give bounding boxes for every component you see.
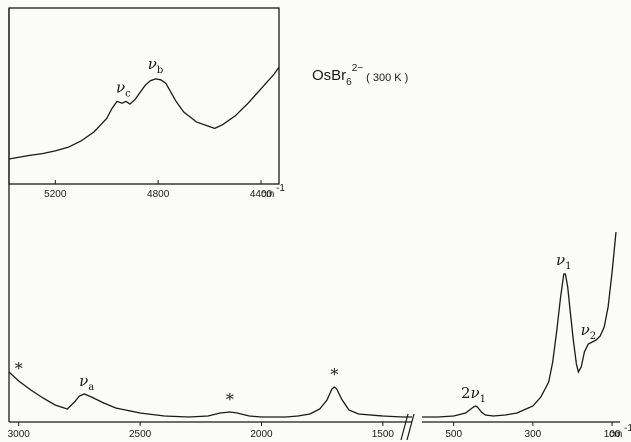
inset-peak-label: νb [148,55,164,76]
x-tick-label: 500 [445,429,462,440]
peak-label: νa [79,372,94,393]
inset-spectrum-curve [8,66,280,160]
title-base: OsBr [312,67,346,84]
peak-label: 2ν1 [461,384,486,405]
x-tick-label: 3000 [8,429,31,440]
inset-unit-exponent: -1 [276,183,285,194]
peak-label: ν2 [581,321,597,342]
inset-unit-label: cm [261,189,274,200]
inset-tick-label: 5200 [44,189,67,200]
x-unit-label: cm [609,429,622,440]
spectrum-curve-low-frequency [422,231,617,418]
inset-frame [8,7,280,185]
peak-label: ν1 [556,251,572,272]
title-condition: ( 300 K ) [366,72,408,84]
title-sup: 2− [352,63,364,74]
inset-peak-label: νc [116,79,131,100]
title-sub: 6 [346,77,352,88]
x-tick-label: 2000 [250,429,273,440]
spectrum-curve-high-frequency [8,371,412,418]
x-tick-label: 100 [604,429,621,440]
x-unit-exponent: -1 [624,423,631,434]
asterisk-marker: * [330,365,338,384]
inset-tick-label: 4400 [250,189,273,200]
chart-title: OsBr62−( 300 K ) [312,63,408,88]
asterisk-marker: * [226,390,234,409]
inset-tick-label: 4800 [147,189,170,200]
x-tick-label: 1500 [372,429,395,440]
x-tick-label: 300 [525,429,542,440]
x-tick-label: 2500 [129,429,152,440]
axis-break-mark [400,413,415,441]
asterisk-marker: * [15,359,23,378]
